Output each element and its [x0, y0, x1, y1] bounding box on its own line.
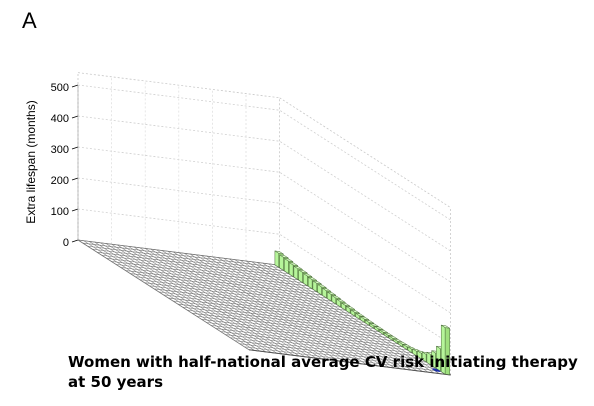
floor-gridline	[177, 303, 380, 330]
z-tick-label: 0	[63, 237, 69, 249]
floor-gridline	[196, 315, 399, 342]
z-axis-ticks: 0 100 200 300 400 500	[51, 82, 79, 249]
z-tick	[71, 208, 79, 212]
floor-gridline	[229, 337, 432, 364]
z-tick-label: 200	[51, 175, 69, 187]
floor-gridline	[149, 285, 351, 312]
z-tick-label: 400	[51, 113, 69, 125]
floor-gridline	[220, 331, 423, 357]
bar	[440, 324, 450, 375]
floor-gridline	[172, 300, 375, 327]
floor-gridline	[111, 261, 313, 287]
floor-gridline	[163, 294, 366, 321]
floor-gridline	[115, 264, 318, 290]
figure-caption: Women with half-national average CV risk…	[68, 353, 578, 391]
z-tick	[71, 115, 79, 119]
floor-gridline	[187, 309, 389, 336]
z-tick	[71, 84, 79, 88]
z-tick	[71, 146, 79, 150]
floor-gridline	[234, 340, 437, 367]
floor-gridline	[225, 334, 427, 361]
floor-gridline	[77, 239, 280, 266]
floor-gridline	[153, 288, 356, 315]
floor-gridline	[206, 322, 408, 348]
floor-gridline	[201, 319, 404, 345]
floor-gridline	[120, 267, 323, 293]
highlight-marker	[432, 368, 441, 372]
floor-gridline	[92, 248, 294, 275]
floor-gridline	[96, 251, 299, 278]
floor-gridline	[191, 312, 394, 339]
z-tick-label: 500	[51, 82, 69, 94]
floor-grid	[77, 239, 451, 376]
floor-gridline	[210, 325, 413, 351]
bar-series	[274, 250, 450, 375]
floor-gridline	[158, 291, 361, 318]
wall-edge	[279, 97, 451, 208]
floor-gridline	[106, 258, 309, 284]
floor-gridline	[239, 343, 442, 370]
z-tick	[71, 177, 79, 181]
z-tick-label: 100	[51, 206, 69, 218]
z-tick	[71, 239, 79, 243]
wall-gridline	[77, 84, 451, 221]
floor-gridline	[168, 297, 370, 324]
floor-gridline	[125, 270, 328, 296]
floor-gridline	[134, 276, 337, 303]
floor-gridline	[182, 306, 385, 333]
floor-gridline	[130, 273, 332, 300]
z-axis-label: Extra lifespan (months)	[24, 100, 38, 223]
floor-gridline	[244, 346, 446, 373]
panel-label: A	[22, 8, 37, 33]
z-tick-label: 300	[51, 144, 69, 156]
floor-gridline	[87, 245, 290, 272]
floor-gridline	[82, 242, 285, 269]
floor-gridline	[144, 282, 347, 309]
floor-gridline	[215, 328, 418, 354]
floor-gridline	[139, 279, 342, 306]
floor-gridline	[101, 254, 304, 281]
wall-gridline	[77, 115, 451, 252]
wall-edge	[77, 72, 280, 99]
